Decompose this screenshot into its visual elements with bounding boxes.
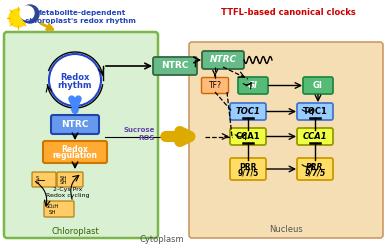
Text: ROS: ROS (139, 135, 155, 141)
Text: CCA1: CCA1 (236, 132, 260, 141)
FancyBboxPatch shape (32, 172, 56, 187)
Text: NTRC: NTRC (161, 62, 189, 70)
Text: SO₂H: SO₂H (46, 204, 59, 210)
Text: Redox: Redox (61, 144, 88, 154)
Text: PRR: PRR (239, 162, 257, 172)
Text: Redox cycling: Redox cycling (46, 194, 90, 198)
Text: Chloroplast: Chloroplast (51, 228, 99, 236)
FancyBboxPatch shape (57, 172, 83, 187)
Text: Sucrose: Sucrose (124, 127, 155, 133)
FancyBboxPatch shape (189, 42, 383, 238)
Circle shape (49, 54, 101, 106)
Text: TTFL-based canonical clocks: TTFL-based canonical clocks (221, 8, 356, 17)
Text: SH: SH (59, 176, 67, 180)
FancyBboxPatch shape (238, 77, 268, 94)
FancyBboxPatch shape (297, 128, 333, 145)
Text: 2-Cys Prx: 2-Cys Prx (53, 188, 83, 192)
Text: CCA1: CCA1 (303, 132, 327, 141)
Text: PRR: PRR (306, 162, 324, 172)
Text: TF?: TF? (208, 81, 222, 90)
Text: SH: SH (59, 180, 67, 186)
Text: GI: GI (248, 81, 258, 90)
FancyBboxPatch shape (230, 128, 266, 145)
FancyBboxPatch shape (303, 77, 333, 94)
Circle shape (9, 9, 27, 27)
FancyBboxPatch shape (43, 141, 107, 163)
FancyBboxPatch shape (202, 51, 244, 69)
Circle shape (21, 5, 39, 23)
Text: GI: GI (313, 81, 323, 90)
FancyBboxPatch shape (51, 115, 99, 134)
Text: TOC1: TOC1 (303, 107, 327, 116)
Text: NTRC: NTRC (61, 120, 89, 129)
FancyBboxPatch shape (201, 78, 229, 94)
Text: regulation: regulation (52, 152, 98, 160)
Text: rhythm: rhythm (58, 82, 92, 90)
FancyBboxPatch shape (44, 201, 74, 217)
Circle shape (20, 6, 34, 20)
Text: Cytoplasm: Cytoplasm (140, 236, 184, 244)
Text: SH: SH (48, 210, 56, 216)
Text: Metabolite-dependent
chloroplast's redox rhythm: Metabolite-dependent chloroplast's redox… (25, 10, 135, 24)
FancyBboxPatch shape (230, 103, 266, 120)
Text: NTRC: NTRC (210, 56, 237, 64)
FancyBboxPatch shape (153, 57, 197, 75)
FancyBboxPatch shape (4, 32, 158, 238)
Text: Redox: Redox (60, 74, 90, 82)
Text: S: S (35, 180, 39, 186)
Text: 9/7/5: 9/7/5 (305, 168, 326, 177)
Text: S: S (35, 176, 39, 180)
Text: TOC1: TOC1 (235, 107, 261, 116)
FancyBboxPatch shape (297, 158, 333, 180)
FancyBboxPatch shape (297, 103, 333, 120)
FancyBboxPatch shape (230, 158, 266, 180)
Text: 9/7/5: 9/7/5 (237, 168, 259, 177)
Text: Nucleus: Nucleus (269, 226, 303, 234)
